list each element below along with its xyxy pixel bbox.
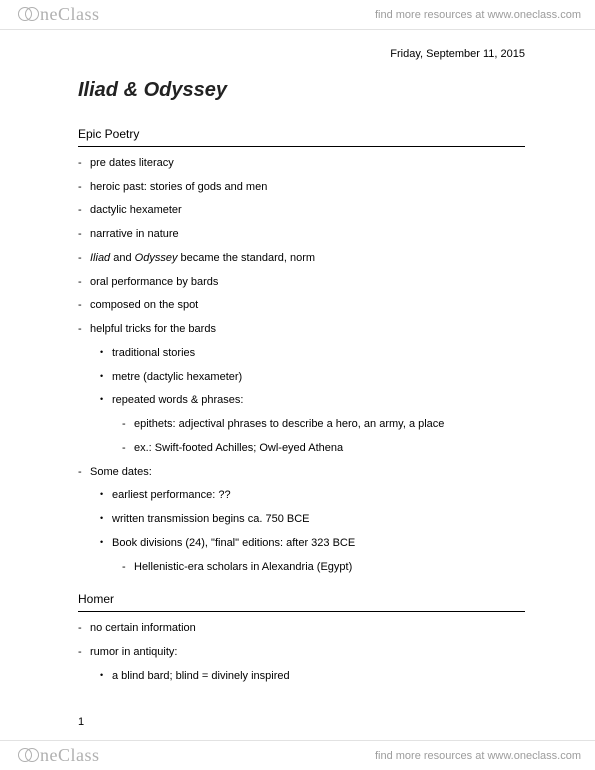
list-item: Hellenistic-era scholars in Alexandria (… [122, 561, 525, 575]
footer-watermark: neClass find more resources at www.onecl… [0, 740, 595, 770]
brand-text-right: lass [71, 745, 100, 765]
document-page: Friday, September 11, 2015 Iliad & Odyss… [0, 34, 595, 694]
list-item: Book divisions (24), "final" editions: a… [100, 537, 525, 575]
list-item: rumor in antiquity: a blind bard; blind … [78, 646, 525, 684]
list-item: oral performance by bards [78, 276, 525, 290]
list-item: earliest performance: ?? [100, 489, 525, 503]
list-item: metre (dactylic hexameter) [100, 371, 525, 385]
italic-text: Odyssey [135, 252, 178, 264]
text-run: and [110, 252, 134, 264]
section-heading-homer: Homer [78, 592, 525, 612]
editions-sublist: Hellenistic-era scholars in Alexandria (… [122, 561, 525, 575]
logo-rings-icon [18, 746, 40, 764]
brand-text-right: lass [71, 4, 100, 24]
footer-tagline: find more resources at www.oneclass.com [375, 750, 581, 762]
header-watermark: neClass find more resources at www.onecl… [0, 0, 595, 30]
list-item: heroic past: stories of gods and men [78, 181, 525, 195]
list-item-text: Some dates: [90, 466, 152, 478]
list-item: composed on the spot [78, 299, 525, 313]
phrases-sublist: epithets: adjectival phrases to describe… [122, 418, 525, 456]
italic-text: Iliad [90, 252, 110, 264]
list-item: repeated words & phrases: epithets: adje… [100, 394, 525, 455]
list-item: narrative in nature [78, 228, 525, 242]
rumor-sublist: a blind bard; blind = divinely inspired [100, 670, 525, 684]
header-tagline: find more resources at www.oneclass.com [375, 9, 581, 21]
logo-rings-icon [18, 5, 40, 23]
brand-text-left: ne [40, 745, 58, 765]
dates-sublist: earliest performance: ?? written transmi… [100, 489, 525, 574]
homer-list: no certain information rumor in antiquit… [78, 622, 525, 683]
list-item: ex.: Swift-footed Achilles; Owl-eyed Ath… [122, 442, 525, 456]
document-title: Iliad & Odyssey [78, 78, 525, 103]
list-item: Some dates: earliest performance: ?? wri… [78, 466, 525, 575]
list-item-text: helpful tricks for the bards [90, 323, 216, 335]
epic-poetry-list: pre dates literacy heroic past: stories … [78, 157, 525, 575]
list-item: helpful tricks for the bards traditional… [78, 323, 525, 456]
list-item-text: Book divisions (24), "final" editions: a… [112, 537, 355, 549]
list-item: no certain information [78, 622, 525, 636]
list-item: a blind bard; blind = divinely inspired [100, 670, 525, 684]
text-run: became the standard, norm [177, 252, 315, 264]
brand-text-left: ne [40, 4, 58, 24]
section-heading-epic-poetry: Epic Poetry [78, 127, 525, 147]
tricks-sublist: traditional stories metre (dactylic hexa… [100, 347, 525, 456]
list-item: pre dates literacy [78, 157, 525, 171]
list-item: Iliad and Odyssey became the standard, n… [78, 252, 525, 266]
list-item-text: repeated words & phrases: [112, 394, 243, 406]
brand-logo: neClass [18, 745, 100, 766]
list-item: written transmission begins ca. 750 BCE [100, 513, 525, 527]
list-item: epithets: adjectival phrases to describe… [122, 418, 525, 432]
list-item-text: rumor in antiquity: [90, 646, 177, 658]
document-date: Friday, September 11, 2015 [78, 48, 525, 62]
list-item: dactylic hexameter [78, 204, 525, 218]
list-item: traditional stories [100, 347, 525, 361]
brand-logo: neClass [18, 4, 100, 25]
page-number: 1 [78, 716, 84, 728]
